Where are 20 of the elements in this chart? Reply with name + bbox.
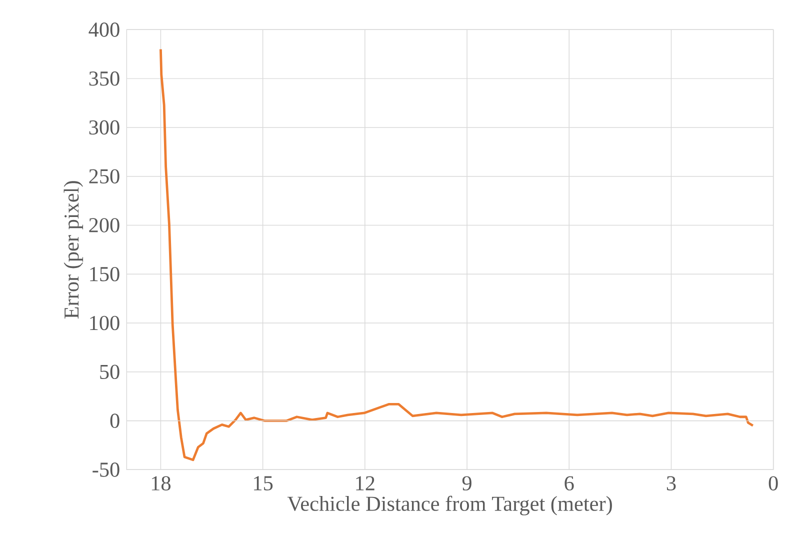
y-tick-label: 50 xyxy=(100,364,120,380)
y-tick-label: 300 xyxy=(89,120,120,135)
y-tick-label: 150 xyxy=(90,266,120,282)
x-tick-label: 0 xyxy=(768,476,778,490)
y-tick-label: 400 xyxy=(88,22,120,37)
y-tick-label: 250 xyxy=(89,169,120,184)
x-tick-label: 15 xyxy=(254,476,273,490)
x-tick-label: 9 xyxy=(462,476,472,490)
x-tick-label: 3 xyxy=(666,476,676,490)
x-tick-label: 12 xyxy=(356,476,374,490)
y-tick-label: 350 xyxy=(89,71,120,86)
x-tick-label: 18 xyxy=(152,476,171,490)
y-tick-label: 100 xyxy=(90,316,120,330)
y-tick-label: 0 xyxy=(110,414,120,428)
y-tick-label: -50 xyxy=(92,462,120,477)
x-axis-title: Vechicle Distance from Target (meter) xyxy=(287,496,612,516)
line-series xyxy=(160,48,754,462)
y-axis-title: Error (per pixel) xyxy=(64,181,84,319)
x-tick-label: 6 xyxy=(564,476,574,490)
y-tick-label: 200 xyxy=(89,218,120,232)
